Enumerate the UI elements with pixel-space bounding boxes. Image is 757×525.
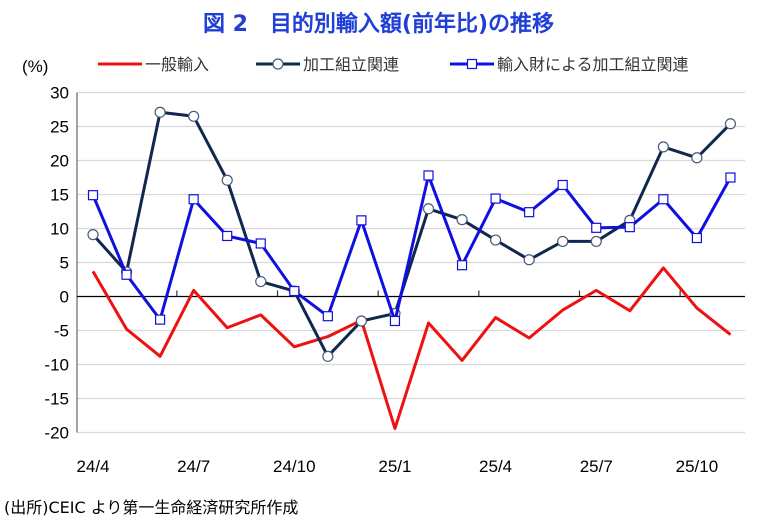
legend-item: 輸入財による加工組立関連: [450, 55, 689, 74]
circle-marker: [523, 254, 535, 266]
square-marker: [222, 230, 233, 242]
x-tick-label: 24/4: [76, 457, 109, 476]
square-marker: [322, 311, 333, 322]
circle-marker: [272, 58, 284, 70]
y-tick-label: 5: [60, 254, 69, 273]
x-tick-label: 25/1: [378, 457, 411, 476]
series-1: [91, 266, 732, 430]
square-marker: [87, 190, 99, 201]
series-line: [91, 266, 732, 430]
series-3: [87, 170, 736, 327]
circle-marker: [456, 214, 468, 226]
square-marker: [188, 194, 199, 205]
square-marker: [557, 179, 568, 191]
circle-marker: [422, 203, 435, 215]
x-tick-label: 25/7: [580, 457, 613, 476]
square-marker: [490, 193, 501, 204]
y-tick-label: -10: [44, 356, 69, 375]
chart-title: 図 2 目的別輸入額(前年比)の推移: [202, 12, 555, 37]
square-marker: [466, 58, 478, 70]
circle-marker: [590, 235, 602, 248]
square-marker: [658, 194, 669, 205]
x-tick-label: 25/10: [676, 457, 719, 476]
square-marker: [524, 207, 535, 218]
y-tick-label: 30: [50, 84, 69, 103]
circle-marker: [87, 229, 99, 241]
square-marker: [155, 314, 166, 325]
square-marker: [423, 170, 434, 181]
circle-marker: [691, 152, 703, 164]
legend-item: 一般輸入: [98, 55, 209, 74]
y-tick-label: -5: [54, 322, 69, 341]
square-marker: [624, 222, 635, 233]
square-marker: [255, 238, 266, 249]
circle-marker: [188, 110, 200, 122]
series-line: [91, 173, 732, 323]
y-tick-label: 10: [50, 220, 69, 239]
legend-label: 一般輸入: [145, 55, 209, 74]
legend-label: 加工組立関連: [303, 55, 399, 74]
x-tick-label: 25/4: [479, 457, 512, 476]
circle-marker: [154, 106, 166, 118]
legend-label: 輸入財による加工組立関連: [497, 55, 689, 74]
circle-marker: [355, 315, 367, 327]
square-marker: [289, 285, 300, 297]
circle-marker: [322, 350, 334, 362]
circle-marker: [221, 174, 233, 186]
circle-marker: [557, 235, 569, 248]
square-marker: [389, 315, 401, 327]
circle-marker: [490, 234, 502, 246]
source-note: (出所)CEIC より第一生命経済研究所作成: [4, 498, 299, 517]
square-marker: [691, 232, 703, 244]
legend: 一般輸入 加工組立関連 輸入財による加工組立関連: [98, 55, 689, 74]
y-axis-label: (%): [22, 57, 48, 76]
y-tick-label: -20: [44, 424, 69, 443]
series-line: [91, 110, 732, 358]
gridlines: [77, 91, 745, 434]
legend-item: 加工組立関連: [256, 55, 399, 74]
circle-marker: [255, 275, 267, 288]
axes: 30 25 20 15 10 5 0 -5 -10 -15 -20 24/4 24/7 24/10 25/1…: [44, 84, 745, 476]
x-tick-label: 24/7: [177, 457, 210, 476]
y-tick-label: 15: [50, 186, 69, 205]
square-marker: [591, 222, 602, 233]
y-tick-label: 20: [50, 152, 69, 171]
square-marker: [356, 215, 367, 226]
square-marker: [456, 260, 468, 271]
series-group: [87, 106, 737, 430]
circle-marker: [724, 118, 737, 130]
square-marker: [725, 172, 736, 183]
y-tick-label: 25: [50, 118, 69, 137]
y-tick-label: -15: [44, 390, 69, 409]
y-tick-label: 0: [60, 288, 69, 307]
circle-marker: [657, 141, 669, 153]
x-tick-label: 24/10: [273, 457, 316, 476]
square-marker: [121, 269, 132, 280]
